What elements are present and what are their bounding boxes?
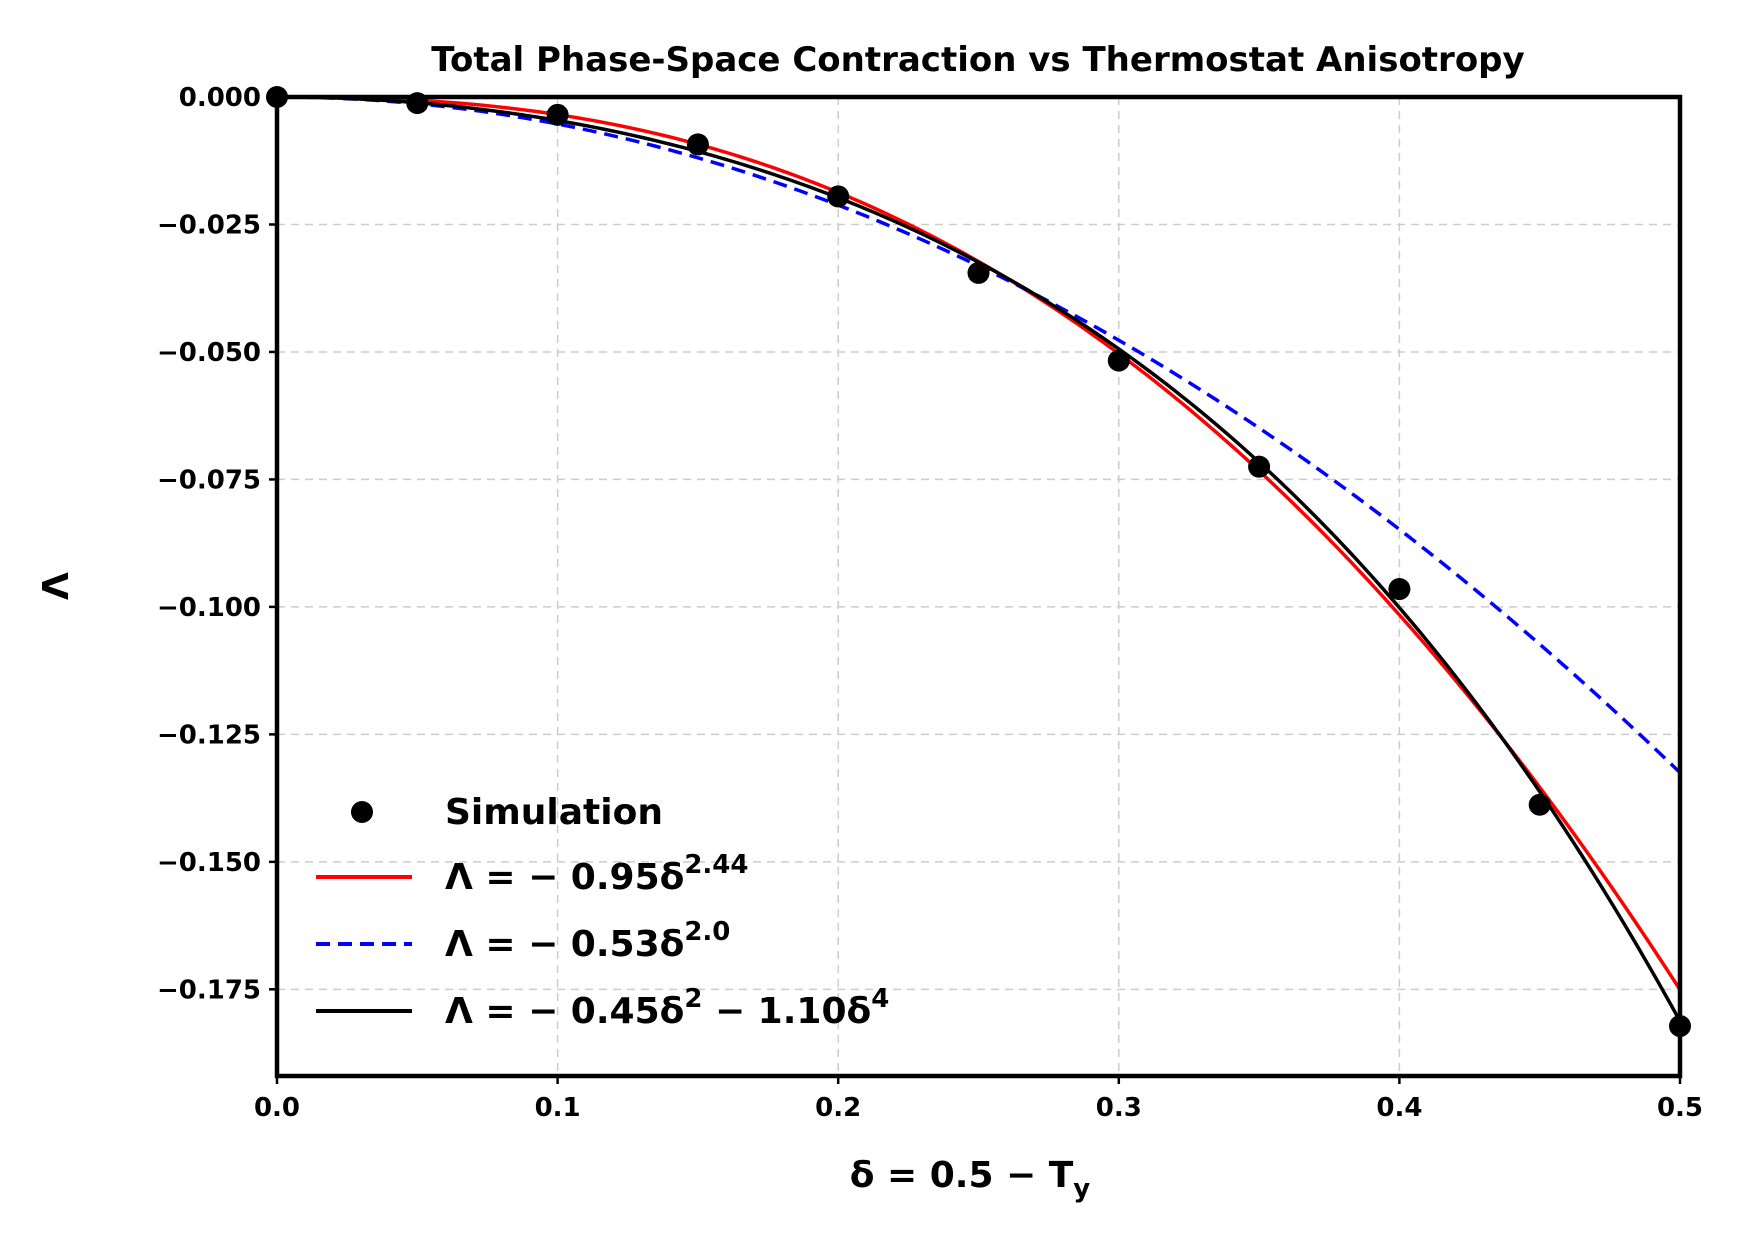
legend-label-power-fit: Λ = − 0.95δ2.44: [445, 850, 749, 898]
legend-label-quartic-fit: Λ = − 0.45δ2 − 1.10δ4: [445, 984, 889, 1032]
y-axis-ticks: 0.000 −0.025 −0.050 −0.075 −0.100 −0.125 −0.15…: [157, 83, 277, 1005]
x-axis-label-subscript: y: [1073, 1174, 1090, 1204]
legend-power-fit-lhs: Λ = − 0.95δ: [445, 857, 684, 898]
scatter-point: [686, 133, 709, 156]
scatter-point: [1528, 793, 1551, 816]
legend-quartic-fit-term2: − 1.10δ: [702, 991, 871, 1032]
y-tick-label: −0.125: [157, 720, 261, 750]
y-tick-label: 0.000: [179, 83, 261, 113]
legend-quartic-fit-exponent-4: 4: [871, 984, 889, 1014]
legend-label-simulation: Simulation: [445, 792, 663, 833]
scatter-point: [546, 103, 569, 126]
y-tick-label: −0.100: [157, 593, 261, 623]
legend-quadratic-fit-lhs: Λ = − 0.53δ: [445, 924, 684, 965]
y-tick-label: −0.175: [157, 975, 261, 1005]
y-tick-label: −0.050: [157, 338, 261, 368]
legend-label-quadratic-fit: Λ = − 0.53δ2.0: [445, 917, 730, 965]
x-tick-label: 0.5: [1657, 1093, 1703, 1123]
scatter-point: [967, 261, 990, 284]
x-tick-label: 0.0: [254, 1093, 300, 1123]
x-axis-label-base: δ = 0.5 − T: [850, 1155, 1074, 1196]
x-tick-label: 0.2: [815, 1093, 861, 1123]
legend-quadratic-fit-exponent: 2.0: [684, 917, 730, 947]
legend-power-fit-exponent: 2.44: [684, 850, 748, 880]
scatter-point: [827, 185, 850, 208]
chart-title: Total Phase-Space Contraction vs Thermos…: [431, 40, 1524, 80]
legend-quartic-fit-exponent-2: 2: [684, 984, 702, 1014]
x-axis-label: δ = 0.5 − Ty: [850, 1155, 1091, 1204]
legend: Simulation Λ = − 0.95δ2.44 Λ = − 0.53δ2.…: [316, 792, 889, 1032]
legend-quartic-fit-lhs: Λ = − 0.45δ: [445, 991, 684, 1032]
legend-marker-simulation: [351, 801, 373, 823]
x-tick-label: 0.3: [1096, 1093, 1142, 1123]
x-axis-ticks: 0.0 0.1 0.2 0.3 0.4 0.5: [254, 1076, 1703, 1123]
scatter-point: [1248, 455, 1271, 478]
y-axis-label: Λ: [36, 572, 77, 600]
y-tick-label: −0.150: [157, 848, 261, 878]
scatter-point: [1388, 578, 1411, 601]
plot-frame: [274, 94, 1683, 1079]
scatter-point: [1107, 349, 1130, 372]
y-tick-label: −0.075: [157, 465, 261, 495]
y-tick-label: −0.025: [157, 210, 261, 240]
x-tick-label: 0.4: [1376, 1093, 1422, 1123]
x-tick-label: 0.1: [535, 1093, 581, 1123]
